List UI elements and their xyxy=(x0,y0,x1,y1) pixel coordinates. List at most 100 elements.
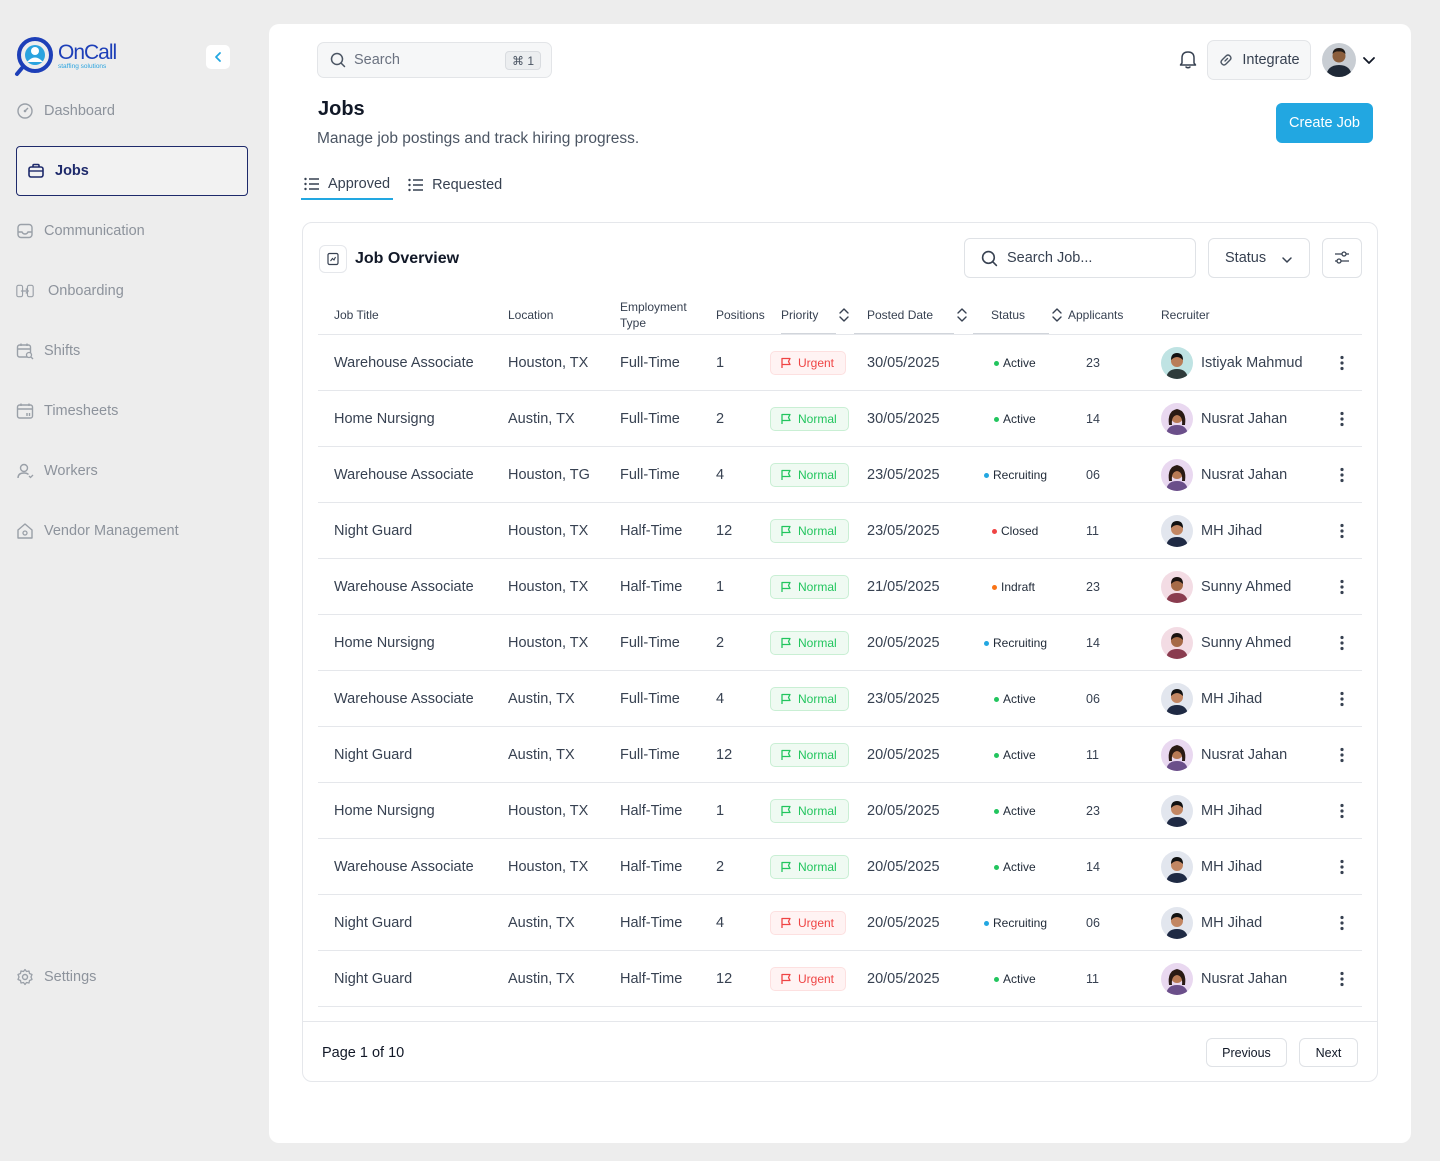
create-job-button[interactable]: Create Job xyxy=(1276,103,1373,143)
recruiter-name: MH Jihad xyxy=(1201,523,1263,539)
sidebar-item-onboarding[interactable]: Onboarding xyxy=(16,266,248,316)
posted-date-cell: 21/05/2025 xyxy=(867,579,940,595)
sort-icon[interactable] xyxy=(838,307,850,323)
sidebar-item-label: Onboarding xyxy=(48,283,124,299)
job-search-input[interactable]: Search Job... xyxy=(964,238,1196,278)
employment-type-cell: Half-Time xyxy=(620,915,683,931)
job-title-cell[interactable]: Night Guard xyxy=(334,915,413,931)
more-options-icon[interactable] xyxy=(1332,783,1352,839)
table-row[interactable]: Night Guard Austin, TX Half-Time 4 Urgent 20/… xyxy=(318,895,1362,951)
job-title-cell[interactable]: Night Guard xyxy=(334,971,413,987)
more-options-icon[interactable] xyxy=(1332,615,1352,671)
job-title-cell[interactable]: Home Nursigng xyxy=(334,635,435,651)
table-row[interactable]: Warehouse Associate Houston, TG Full-Time 4… xyxy=(318,447,1362,503)
table-row[interactable]: Night Guard Houston, TX Half-Time 12 Normal 2… xyxy=(318,503,1362,559)
more-options-icon[interactable] xyxy=(1332,559,1352,615)
tab-requested[interactable]: Requested xyxy=(405,170,505,200)
more-options-icon[interactable] xyxy=(1332,895,1352,951)
positions-cell: 4 xyxy=(716,915,725,931)
table-row[interactable]: Warehouse Associate Austin, TX Full-Time 4 N… xyxy=(318,671,1362,727)
col-posted-date[interactable]: Posted Date xyxy=(867,308,934,322)
next-page-button[interactable]: Next xyxy=(1299,1038,1358,1067)
applicants-cell: 23 xyxy=(1086,580,1100,594)
global-search-input[interactable]: Search ⌘ 1 xyxy=(317,42,552,78)
employment-type-cell: Half-Time xyxy=(620,579,683,595)
table-row[interactable]: Night Guard Austin, TX Full-Time 12 Normal 20… xyxy=(318,727,1362,783)
col-applicants[interactable]: Applicants xyxy=(1068,308,1124,322)
priority-cell: Urgent xyxy=(770,951,847,1007)
employment-type-cell: Half-Time xyxy=(620,803,683,819)
chevron-down-icon[interactable] xyxy=(1362,53,1376,72)
col-recruiter[interactable]: Recruiter xyxy=(1161,308,1210,322)
more-options-icon[interactable] xyxy=(1332,951,1352,1007)
job-title-cell[interactable]: Night Guard xyxy=(334,523,413,539)
sidebar-item-timesheets[interactable]: Timesheets xyxy=(16,386,248,436)
recruiter-name: Nusrat Jahan xyxy=(1201,467,1288,483)
more-options-icon[interactable] xyxy=(1332,335,1352,391)
sort-icon[interactable] xyxy=(1051,307,1063,323)
col-status[interactable]: Status xyxy=(991,308,1026,322)
sidebar-item-vendor-management[interactable]: Vendor Management xyxy=(16,506,248,556)
more-options-icon[interactable] xyxy=(1332,503,1352,559)
filter-settings-button[interactable] xyxy=(1322,238,1362,278)
flag-icon xyxy=(781,581,791,592)
recruiter-name: MH Jihad xyxy=(1201,859,1263,875)
sidebar-item-communication[interactable]: Communication xyxy=(16,206,248,256)
avatar xyxy=(1161,347,1193,379)
table-row[interactable]: Home Nursigng Houston, TX Full-Time 2 Normal… xyxy=(318,615,1362,671)
job-title-cell[interactable]: Warehouse Associate xyxy=(334,691,474,707)
status-dot xyxy=(994,752,999,758)
profile-avatar[interactable] xyxy=(1322,43,1356,77)
integrate-button[interactable]: Integrate xyxy=(1207,40,1311,80)
col-employment-type[interactable]: Employment Type xyxy=(620,300,687,330)
status-cell: Active xyxy=(994,839,1036,895)
job-title-cell[interactable]: Warehouse Associate xyxy=(334,467,474,483)
col-job-title[interactable]: Job Title xyxy=(334,308,379,322)
more-options-icon[interactable] xyxy=(1332,671,1352,727)
job-title-cell[interactable]: Night Guard xyxy=(334,747,413,763)
more-options-icon[interactable] xyxy=(1332,839,1352,895)
table-row[interactable]: Home Nursigng Houston, TX Half-Time 1 Normal… xyxy=(318,783,1362,839)
status-filter-dropdown[interactable]: Status xyxy=(1208,238,1310,278)
notification-bell-icon[interactable] xyxy=(1177,48,1199,70)
collapse-sidebar-button[interactable] xyxy=(206,45,230,69)
job-title-cell[interactable]: Home Nursigng xyxy=(334,803,435,819)
more-options-icon[interactable] xyxy=(1332,391,1352,447)
sidebar-item-shifts[interactable]: Shifts xyxy=(16,326,248,376)
table-row[interactable]: Night Guard Austin, TX Half-Time 12 Urgent 20… xyxy=(318,951,1362,1007)
col-positions[interactable]: Positions xyxy=(716,308,765,322)
tab-approved[interactable]: Approved xyxy=(301,170,394,200)
job-title-cell[interactable]: Home Nursigng xyxy=(334,411,435,427)
sidebar-item-workers[interactable]: Workers xyxy=(16,446,248,496)
table-row[interactable]: Warehouse Associate Houston, TX Half-Time 2… xyxy=(318,839,1362,895)
priority-label: Normal xyxy=(798,636,837,650)
table-row[interactable]: Warehouse Associate Houston, TX Half-Time 1… xyxy=(318,559,1362,615)
job-title-cell[interactable]: Warehouse Associate xyxy=(334,355,474,371)
priority-label: Normal xyxy=(798,468,837,482)
sidebar: OnCall staffing solutions Dashboard Jobs… xyxy=(0,0,262,1161)
status-cell: Active xyxy=(994,671,1036,727)
job-title-cell[interactable]: Warehouse Associate xyxy=(334,859,474,875)
employment-type-cell: Half-Time xyxy=(620,523,683,539)
sliders-icon xyxy=(1335,251,1349,264)
more-options-icon[interactable] xyxy=(1332,727,1352,783)
flag-icon xyxy=(781,637,791,648)
job-title-cell[interactable]: Warehouse Associate xyxy=(334,579,474,595)
sidebar-item-jobs[interactable]: Jobs xyxy=(16,146,248,196)
status-label: Closed xyxy=(1001,524,1039,538)
sort-icon[interactable] xyxy=(956,307,968,323)
previous-page-button[interactable]: Previous xyxy=(1206,1038,1287,1067)
employment-type-cell: Full-Time xyxy=(620,747,680,763)
table-row[interactable]: Home Nursigng Austin, TX Full-Time 2 Normal 3… xyxy=(318,391,1362,447)
priority-badge: Normal xyxy=(770,575,849,599)
more-options-icon[interactable] xyxy=(1332,447,1352,503)
table-row[interactable]: Warehouse Associate Houston, TX Full-Time 1… xyxy=(318,335,1362,391)
status-label: Recruiting xyxy=(993,468,1048,482)
col-location[interactable]: Location xyxy=(508,308,554,322)
posted-date-cell: 23/05/2025 xyxy=(867,467,940,483)
brand-logo[interactable]: OnCall staffing solutions xyxy=(14,34,124,78)
sidebar-item-dashboard[interactable]: Dashboard xyxy=(16,86,248,136)
applicants-cell: 11 xyxy=(1086,524,1099,538)
sidebar-item-settings[interactable]: Settings xyxy=(16,952,96,1002)
col-priority[interactable]: Priority xyxy=(781,308,819,322)
